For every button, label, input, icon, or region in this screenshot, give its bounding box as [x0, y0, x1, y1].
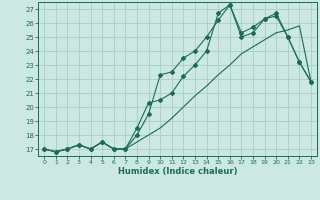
X-axis label: Humidex (Indice chaleur): Humidex (Indice chaleur): [118, 167, 237, 176]
